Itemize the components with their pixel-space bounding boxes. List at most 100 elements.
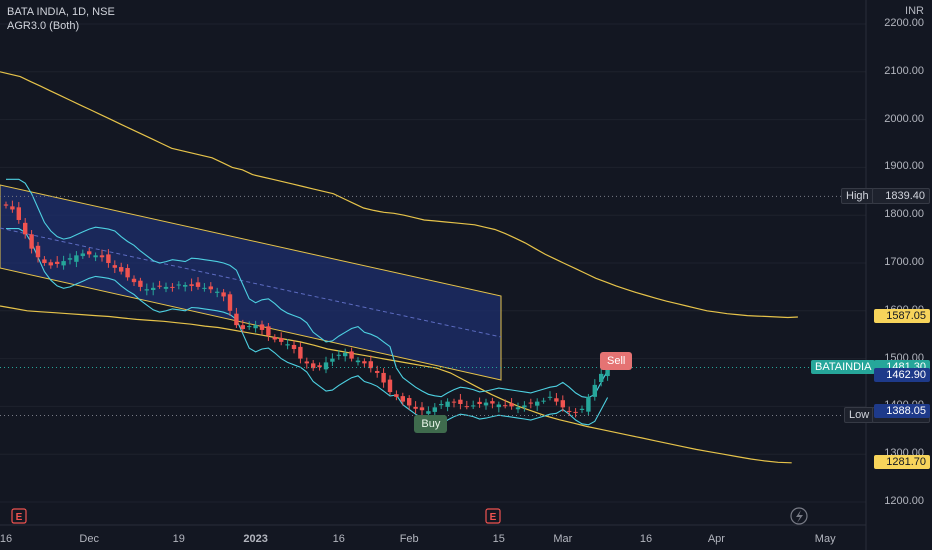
candle[interactable] bbox=[419, 407, 425, 411]
candle[interactable] bbox=[432, 407, 437, 412]
candle[interactable] bbox=[35, 245, 41, 258]
candle[interactable] bbox=[515, 407, 521, 410]
candle[interactable] bbox=[247, 326, 252, 328]
candle[interactable] bbox=[336, 354, 341, 356]
candle[interactable] bbox=[55, 261, 60, 264]
candle[interactable] bbox=[458, 399, 463, 405]
candle[interactable] bbox=[522, 405, 527, 408]
candle[interactable] bbox=[355, 360, 361, 363]
candle[interactable] bbox=[176, 284, 181, 286]
candle[interactable] bbox=[10, 206, 15, 210]
symbol-title[interactable]: BATA INDIA, 1D, NSE bbox=[7, 6, 115, 18]
candle[interactable] bbox=[304, 361, 309, 364]
candle[interactable] bbox=[599, 373, 604, 383]
candle[interactable] bbox=[93, 255, 98, 258]
candle[interactable] bbox=[291, 344, 297, 350]
candle[interactable] bbox=[477, 401, 482, 405]
candle[interactable] bbox=[483, 402, 489, 406]
candle[interactable] bbox=[221, 292, 226, 297]
candle[interactable] bbox=[541, 400, 546, 402]
candle[interactable] bbox=[112, 265, 117, 268]
candle[interactable] bbox=[567, 410, 572, 412]
candle[interactable] bbox=[579, 408, 585, 410]
candle[interactable] bbox=[439, 404, 444, 406]
earnings-icon[interactable]: E bbox=[11, 508, 27, 524]
candle[interactable] bbox=[535, 401, 540, 406]
candle[interactable] bbox=[119, 267, 124, 272]
candle[interactable] bbox=[547, 396, 553, 398]
candle[interactable] bbox=[99, 255, 105, 258]
candle[interactable] bbox=[503, 405, 508, 407]
candle[interactable] bbox=[490, 401, 495, 404]
candle[interactable] bbox=[323, 362, 329, 370]
candle[interactable] bbox=[259, 324, 265, 330]
candle[interactable] bbox=[586, 396, 591, 412]
earnings-icon[interactable]: E bbox=[485, 508, 501, 524]
candle[interactable] bbox=[317, 365, 322, 368]
candle[interactable] bbox=[426, 411, 431, 414]
candle[interactable] bbox=[138, 280, 143, 287]
candle[interactable] bbox=[394, 394, 399, 397]
candle[interactable] bbox=[208, 286, 213, 290]
candle[interactable] bbox=[157, 285, 162, 287]
candle[interactable] bbox=[605, 367, 610, 377]
candle[interactable] bbox=[496, 404, 501, 408]
candle[interactable] bbox=[451, 401, 457, 403]
candle[interactable] bbox=[592, 384, 597, 397]
candle[interactable] bbox=[16, 207, 21, 220]
candle[interactable] bbox=[445, 401, 450, 407]
candle[interactable] bbox=[74, 255, 79, 262]
candle[interactable] bbox=[61, 261, 66, 266]
candle[interactable] bbox=[573, 411, 578, 413]
indicator-title[interactable]: AGR3.0 (Both) bbox=[7, 20, 80, 32]
candle[interactable] bbox=[311, 363, 316, 369]
candle[interactable] bbox=[144, 289, 149, 291]
candle[interactable] bbox=[106, 254, 111, 263]
candle[interactable] bbox=[387, 379, 393, 393]
candle[interactable] bbox=[240, 325, 245, 329]
candle[interactable] bbox=[183, 284, 188, 287]
candle[interactable] bbox=[343, 352, 348, 357]
candle[interactable] bbox=[407, 398, 412, 406]
candle[interactable] bbox=[266, 326, 271, 336]
candle[interactable] bbox=[528, 402, 533, 404]
candle[interactable] bbox=[227, 294, 233, 311]
candle[interactable] bbox=[151, 287, 156, 291]
candle[interactable] bbox=[413, 406, 418, 409]
candle[interactable] bbox=[23, 222, 28, 235]
candle[interactable] bbox=[554, 398, 559, 402]
sell-signal[interactable]: Sell bbox=[600, 351, 633, 370]
candle[interactable] bbox=[80, 253, 85, 257]
candle[interactable] bbox=[381, 372, 386, 383]
candle[interactable] bbox=[87, 251, 92, 255]
lightning-icon[interactable] bbox=[790, 507, 808, 525]
candle[interactable] bbox=[29, 234, 34, 249]
candle[interactable] bbox=[349, 351, 354, 359]
candle[interactable] bbox=[3, 204, 9, 206]
candle[interactable] bbox=[202, 287, 207, 289]
candle[interactable] bbox=[48, 262, 53, 266]
candle[interactable] bbox=[375, 371, 380, 373]
candle[interactable] bbox=[42, 259, 47, 263]
candle[interactable] bbox=[125, 268, 130, 278]
candle[interactable] bbox=[298, 346, 303, 359]
candle[interactable] bbox=[330, 358, 335, 362]
candle[interactable] bbox=[215, 291, 220, 293]
buy-signal[interactable]: Buy bbox=[414, 414, 448, 433]
candle[interactable] bbox=[400, 396, 405, 402]
candle[interactable] bbox=[285, 344, 290, 346]
candle[interactable] bbox=[234, 313, 239, 326]
candle[interactable] bbox=[464, 406, 469, 408]
candle[interactable] bbox=[471, 405, 476, 407]
candle[interactable] bbox=[560, 400, 565, 408]
candle[interactable] bbox=[362, 361, 367, 364]
candle[interactable] bbox=[195, 282, 201, 287]
candle[interactable] bbox=[189, 284, 194, 286]
candle[interactable] bbox=[170, 286, 175, 288]
candle[interactable] bbox=[272, 337, 277, 340]
candle[interactable] bbox=[368, 361, 373, 369]
candle[interactable] bbox=[279, 338, 284, 342]
candle[interactable] bbox=[163, 286, 169, 289]
candle[interactable] bbox=[509, 403, 514, 407]
